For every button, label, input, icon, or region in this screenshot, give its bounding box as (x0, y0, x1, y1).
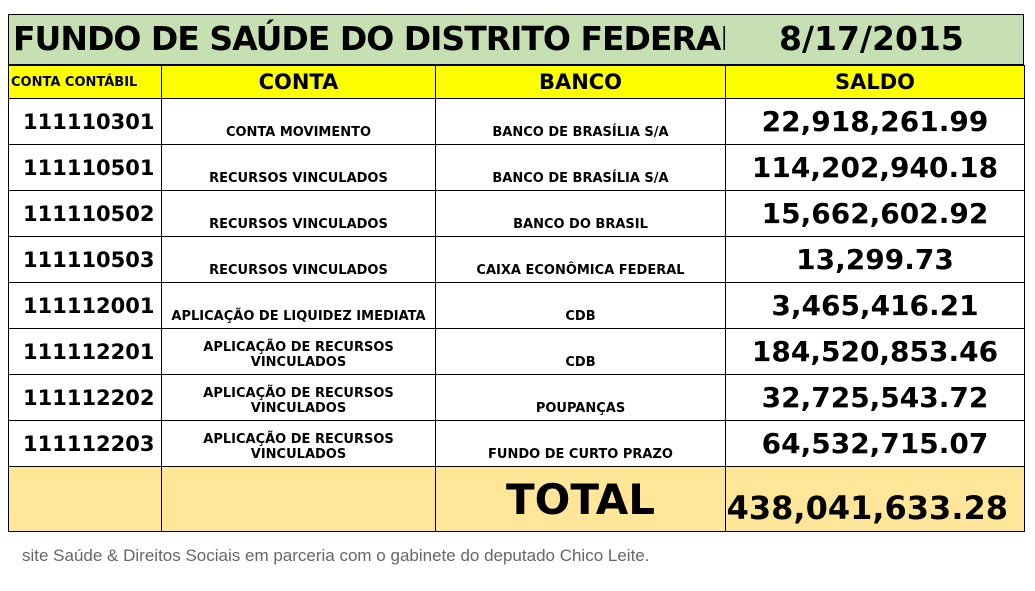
table-row: 111110502 RECURSOS VINCULADOS BANCO DO B… (8, 190, 1025, 237)
row-saldo: 13,299.73 (725, 236, 1025, 283)
table-header-row: CONTA CONTÁBIL CONTA BANCO SALDO (8, 65, 1025, 99)
row-code: 111112001 (8, 282, 162, 329)
row-banco: POUPANÇAS (435, 374, 726, 421)
total-value: 438,041,633.28 (725, 466, 1025, 532)
table-row: 111110501 RECURSOS VINCULADOS BANCO DE B… (8, 144, 1025, 191)
header-banco: BANCO (435, 65, 726, 99)
row-saldo: 3,465,416.21 (725, 282, 1025, 329)
balance-table: CONTA CONTÁBIL CONTA BANCO SALDO 1111103… (8, 65, 1025, 532)
table-row: 111110503 RECURSOS VINCULADOS CAIXA ECON… (8, 236, 1025, 283)
row-conta: RECURSOS VINCULADOS (161, 190, 436, 237)
row-conta: CONTA MOVIMENTO (161, 98, 436, 145)
total-empty-cell (8, 466, 162, 532)
table-row: 111112201 APLICAÇÃO DE RECURSOS VINCULAD… (8, 328, 1025, 375)
table-row: 111112202 APLICAÇÃO DE RECURSOS VINCULAD… (8, 374, 1025, 421)
row-code: 111110501 (8, 144, 162, 191)
row-banco: CAIXA ECONÔMICA FEDERAL (435, 236, 726, 283)
row-code: 111110503 (8, 236, 162, 283)
row-saldo: 32,725,543.72 (725, 374, 1025, 421)
table-row: 111110301 CONTA MOVIMENTO BANCO DE BRASÍ… (8, 98, 1025, 145)
total-empty-cell (161, 466, 436, 532)
total-label: TOTAL (435, 466, 726, 532)
row-banco: BANCO DE BRASÍLIA S/A (435, 98, 726, 145)
source-caption: site Saúde & Direitos Sociais em parceri… (22, 546, 650, 565)
page-title: FUNDO DE SAÚDE DO DISTRITO FEDERAL 14/ (13, 19, 725, 58)
row-saldo: 22,918,261.99 (725, 98, 1025, 145)
row-saldo: 64,532,715.07 (725, 420, 1025, 467)
row-conta: APLICAÇÃO DE RECURSOS VINCULADOS (161, 420, 436, 467)
row-code: 111112202 (8, 374, 162, 421)
row-banco: FUNDO DE CURTO PRAZO (435, 420, 726, 467)
table-row: 111112203 APLICAÇÃO DE RECURSOS VINCULAD… (8, 420, 1025, 467)
row-banco: CDB (435, 282, 726, 329)
row-conta: APLICAÇÃO DE RECURSOS VINCULADOS (161, 328, 436, 375)
row-code: 111110502 (8, 190, 162, 237)
row-saldo: 15,662,602.92 (725, 190, 1025, 237)
table-row: 111112001 APLICAÇÃO DE LIQUIDEZ IMEDIATA… (8, 282, 1025, 329)
title-bar: FUNDO DE SAÚDE DO DISTRITO FEDERAL 14/ 8… (8, 14, 1024, 65)
row-conta: RECURSOS VINCULADOS (161, 236, 436, 283)
header-conta-contabil: CONTA CONTÁBIL (8, 65, 162, 99)
row-conta: APLICAÇÃO DE RECURSOS VINCULADOS (161, 374, 436, 421)
row-conta: APLICAÇÃO DE LIQUIDEZ IMEDIATA (161, 282, 436, 329)
header-saldo: SALDO (725, 65, 1025, 99)
row-banco: BANCO DE BRASÍLIA S/A (435, 144, 726, 191)
row-code: 111112201 (8, 328, 162, 375)
total-row: TOTAL 438,041,633.28 (8, 466, 1025, 532)
row-banco: BANCO DO BRASIL (435, 190, 726, 237)
header-conta: CONTA (161, 65, 436, 99)
row-saldo: 184,520,853.46 (725, 328, 1025, 375)
row-banco: CDB (435, 328, 726, 375)
row-code: 111110301 (8, 98, 162, 145)
row-code: 111112203 (8, 420, 162, 467)
report-date: 8/17/2015 (779, 19, 964, 58)
row-conta: RECURSOS VINCULADOS (161, 144, 436, 191)
row-saldo: 114,202,940.18 (725, 144, 1025, 191)
